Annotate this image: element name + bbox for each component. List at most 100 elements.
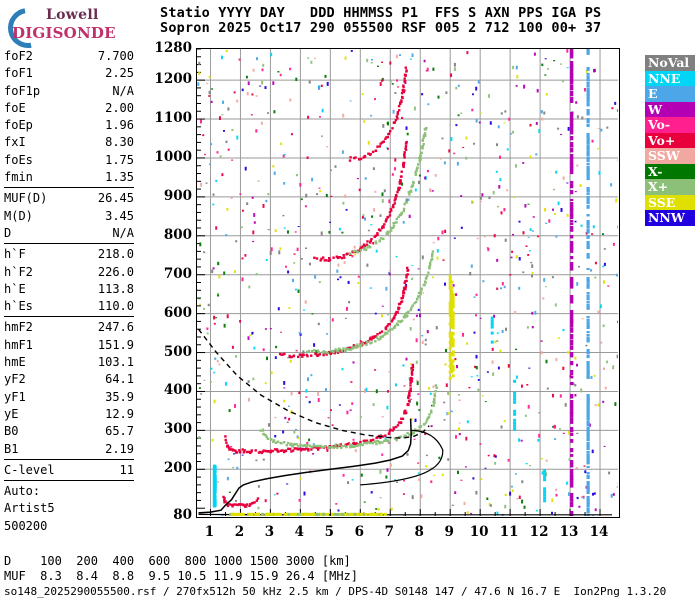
noise-pixel <box>293 253 296 255</box>
noise-pixel <box>429 188 432 193</box>
noise-pixel <box>293 262 296 264</box>
noise-pixel <box>486 497 489 500</box>
interference-band-pixel <box>448 355 452 359</box>
noise-pixel <box>344 56 347 60</box>
interference-band-pixel <box>586 91 590 96</box>
noise-pixel <box>347 481 350 484</box>
noise-pixel <box>264 499 267 503</box>
noise-pixel <box>379 470 382 474</box>
noise-pixel <box>555 493 558 497</box>
interference-band-pixel <box>570 142 574 148</box>
noise-pixel <box>235 355 238 358</box>
noise-pixel <box>498 185 501 189</box>
legend-item-x-[interactable]: X- <box>645 163 695 179</box>
legend-item-ssw[interactable]: SSW <box>645 148 695 164</box>
noise-pixel <box>509 491 512 496</box>
legend-item-nne[interactable]: NNE <box>645 70 695 86</box>
interference-band-pixel <box>570 121 574 127</box>
noise-pixel <box>359 416 362 418</box>
noise-pixel <box>499 155 501 159</box>
legend-item-e[interactable]: E <box>645 86 695 102</box>
noise-pixel <box>381 416 384 418</box>
noise-pixel <box>471 108 474 112</box>
interference-band-pixel <box>570 79 574 85</box>
noise-pixel <box>341 231 344 234</box>
interference-band-pixel <box>586 145 590 151</box>
noise-pixel <box>528 367 531 369</box>
noise-pixel <box>276 492 279 495</box>
noise-pixel <box>567 127 570 131</box>
noise-pixel <box>455 86 458 90</box>
noise-pixel <box>540 340 543 342</box>
noise-pixel <box>388 371 391 373</box>
interference-band-pixel <box>570 310 574 315</box>
noise-pixel <box>280 331 282 333</box>
legend-item-sse[interactable]: SSE <box>645 194 695 210</box>
noise-pixel <box>227 148 230 151</box>
noise-pixel <box>248 285 251 289</box>
noise-pixel <box>460 226 463 229</box>
interference-band-pixel <box>543 472 547 476</box>
interference-band-pixel <box>586 124 590 127</box>
interference-band-pixel <box>586 490 590 494</box>
legend-item-noval[interactable]: NoVal <box>645 55 695 71</box>
noise-pixel <box>430 467 433 470</box>
noise-pixel <box>250 114 253 116</box>
legend-item-vo-[interactable]: Vo+ <box>645 132 695 148</box>
noise-pixel <box>559 394 562 398</box>
noise-pixel <box>275 345 278 349</box>
interference-band-pixel <box>448 340 452 344</box>
param-key: foF1 <box>4 66 33 81</box>
ionogram-plot[interactable] <box>196 48 620 518</box>
noise-pixel <box>367 141 370 145</box>
noise-pixel <box>460 195 463 197</box>
param-key: foE <box>4 100 26 115</box>
interference-band-pixel <box>451 374 455 378</box>
y-tick-300: 300 <box>163 421 192 438</box>
interference-band-pixel <box>490 322 494 326</box>
noise-pixel <box>394 167 396 171</box>
noise-pixel <box>594 508 597 512</box>
noise-pixel <box>574 191 577 193</box>
interference-band-pixel <box>586 367 590 373</box>
legend-item-w[interactable]: W <box>645 101 695 117</box>
noise-pixel <box>408 377 411 380</box>
interference-band-pixel <box>570 370 574 373</box>
param-row: foF1 2.25 <box>4 65 134 82</box>
noise-pixel <box>262 348 265 352</box>
noise-pixel <box>592 492 594 496</box>
param-value: 2.00 <box>105 100 134 115</box>
interference-band-pixel <box>570 91 574 97</box>
noise-pixel <box>325 388 327 392</box>
noise-pixel <box>279 73 282 77</box>
interference-band-pixel <box>570 505 574 508</box>
noise-pixel <box>414 188 417 192</box>
interference-band-pixel <box>570 472 574 478</box>
noise-pixel <box>292 278 294 283</box>
interference-band-pixel <box>543 469 547 473</box>
legend-item-x-[interactable]: X+ <box>645 179 695 195</box>
noise-pixel <box>244 254 247 257</box>
noise-pixel <box>257 506 260 510</box>
noise-pixel <box>486 247 489 249</box>
interference-band-pixel <box>586 373 590 379</box>
noise-pixel <box>283 399 286 403</box>
noise-pixel <box>305 247 307 249</box>
interference-band-pixel <box>450 280 454 284</box>
noise-pixel <box>557 337 560 339</box>
noise-pixel <box>199 303 201 305</box>
noise-pixel <box>532 216 535 218</box>
noise-pixel <box>230 197 233 199</box>
noise-pixel <box>545 286 547 288</box>
noise-pixel <box>553 188 555 191</box>
ground-clutter-pixel <box>332 512 336 516</box>
interference-band-pixel <box>570 496 574 502</box>
noise-pixel <box>386 468 389 472</box>
noise-pixel <box>553 60 556 62</box>
interference-band-pixel <box>570 208 574 212</box>
electron-density-profile <box>198 418 412 514</box>
legend-item-vo-[interactable]: Vo- <box>645 117 695 133</box>
interference-band-pixel <box>570 217 574 220</box>
legend-item-nnw[interactable]: NNW <box>645 210 695 226</box>
interference-band-pixel <box>586 214 590 217</box>
